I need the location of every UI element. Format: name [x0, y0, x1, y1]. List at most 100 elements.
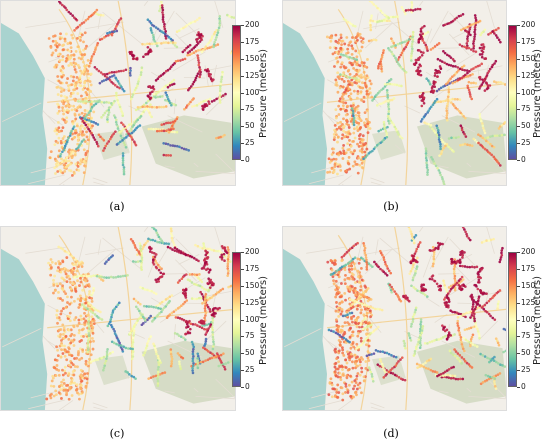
colorbar-tick-label: 75: [245, 331, 255, 341]
colorbar-tick-label: 75: [245, 104, 255, 114]
colorbar-tick-mark: [517, 252, 520, 253]
colorbar-tick-mark: [241, 126, 244, 128]
colorbar-tick-mark: [517, 160, 520, 161]
colorbar-tick-mark: [517, 336, 520, 338]
colorbar-tick-label: 25: [245, 138, 255, 148]
colorbar-tick-mark: [517, 268, 520, 270]
colorbar-tick-mark: [241, 387, 244, 388]
colorbar-tick-mark: [517, 58, 520, 60]
colorbar-tick-mark: [241, 41, 244, 43]
pressure-nodes: [326, 226, 507, 402]
colorbar-tick-label: 175: [245, 263, 260, 273]
colorbar: [508, 25, 517, 160]
colorbar-tick-label: 100: [245, 87, 260, 97]
colorbar-tick-mark: [517, 319, 520, 321]
colorbar-tick-label: 50: [521, 121, 531, 131]
colorbar-tick-label: 100: [521, 314, 536, 324]
colorbar-title: Pressure (meters): [258, 49, 269, 138]
colorbar-tick-label: 25: [245, 365, 255, 375]
colorbar-tick-label: 150: [245, 280, 260, 290]
park: [141, 340, 236, 404]
pressure-map-b: [282, 0, 507, 186]
sea: [0, 248, 48, 411]
colorbar-tick-mark: [517, 285, 520, 287]
colorbar-tick-label: 150: [521, 53, 536, 63]
colorbar-tick-label: 50: [245, 348, 255, 358]
pressure-nodes: [45, 226, 236, 401]
colorbar-tick-mark: [517, 92, 520, 94]
panel-caption: (b): [383, 200, 399, 213]
colorbar-tick-mark: [241, 109, 244, 111]
colorbar-tick-mark: [241, 160, 244, 161]
panel-caption: (d): [383, 427, 399, 440]
colorbar-tick-mark: [241, 268, 244, 270]
colorbar-tick-mark: [517, 126, 520, 128]
colorbar-tick-label: 200: [245, 20, 260, 29]
colorbar-tick-label: 50: [521, 348, 531, 358]
colorbar-tick-label: 75: [521, 104, 531, 114]
colorbar-tick-mark: [517, 302, 520, 304]
colorbar-tick-mark: [241, 143, 244, 145]
colorbar-tick-label: 200: [245, 247, 260, 256]
colorbar-tick-mark: [241, 25, 244, 26]
colorbar-tick-label: 200: [521, 20, 536, 29]
colorbar-tick-mark: [517, 75, 520, 77]
colorbar-tick-mark: [241, 302, 244, 304]
colorbar-title: Pressure (meters): [532, 49, 543, 138]
panel-caption: (c): [109, 427, 125, 440]
sea: [0, 22, 48, 186]
colorbar-tick-label: 200: [521, 247, 536, 256]
sea: [282, 248, 327, 411]
colorbar-tick-label: 125: [245, 297, 260, 307]
colorbar-tick-mark: [517, 370, 520, 372]
colorbar-tick-label: 125: [521, 70, 536, 80]
colorbar-tick-mark: [241, 285, 244, 287]
colorbar-tick-mark: [241, 353, 244, 355]
colorbar-tick-mark: [517, 353, 520, 355]
colorbar-tick-mark: [241, 58, 244, 60]
colorbar-title: Pressure (meters): [258, 276, 269, 365]
colorbar-tick-label: 75: [521, 331, 531, 341]
minor-roads: [2, 0, 236, 186]
colorbar-tick-mark: [517, 41, 520, 43]
colorbar-tick-label: 100: [245, 314, 260, 324]
panel-caption: (a): [109, 200, 125, 213]
colorbar-tick-mark: [241, 336, 244, 338]
pressure-nodes: [47, 0, 236, 177]
colorbar-tick-label: 125: [521, 297, 536, 307]
colorbar: [232, 25, 241, 160]
colorbar-tick-label: 100: [521, 87, 536, 97]
colorbar-tick-label: 150: [521, 280, 536, 290]
colorbar-tick-label: 50: [245, 121, 255, 131]
pressure-map-c: [0, 226, 236, 411]
colorbar-tick-label: 0: [521, 155, 526, 164]
pressure-map-d: [282, 226, 507, 411]
colorbar-tick-mark: [517, 25, 520, 26]
colorbar-tick-label: 175: [521, 263, 536, 273]
colorbar-tick-label: 0: [245, 382, 250, 391]
colorbar: [232, 252, 241, 387]
colorbar-tick-label: 150: [245, 53, 260, 63]
colorbar-tick-label: 0: [245, 155, 250, 164]
pressure-nodes: [325, 0, 507, 186]
park: [372, 130, 406, 160]
colorbar-tick-mark: [241, 75, 244, 77]
colorbar-tick-mark: [241, 92, 244, 94]
colorbar-tick-label: 175: [245, 36, 260, 46]
sea: [282, 22, 327, 186]
colorbar-tick-label: 0: [521, 382, 526, 391]
pressure-map-a: [0, 0, 236, 186]
colorbar: [508, 252, 517, 387]
colorbar-title: Pressure (meters): [532, 276, 543, 365]
colorbar-tick-mark: [517, 387, 520, 388]
colorbar-tick-mark: [517, 143, 520, 145]
colorbar-tick-label: 125: [245, 70, 260, 80]
colorbar-tick-label: 25: [521, 365, 531, 375]
colorbar-tick-label: 175: [521, 36, 536, 46]
colorbar-tick-mark: [241, 319, 244, 321]
colorbar-tick-label: 25: [521, 138, 531, 148]
colorbar-tick-mark: [517, 109, 520, 111]
park: [94, 355, 130, 386]
colorbar-tick-mark: [241, 252, 244, 253]
colorbar-tick-mark: [241, 370, 244, 372]
